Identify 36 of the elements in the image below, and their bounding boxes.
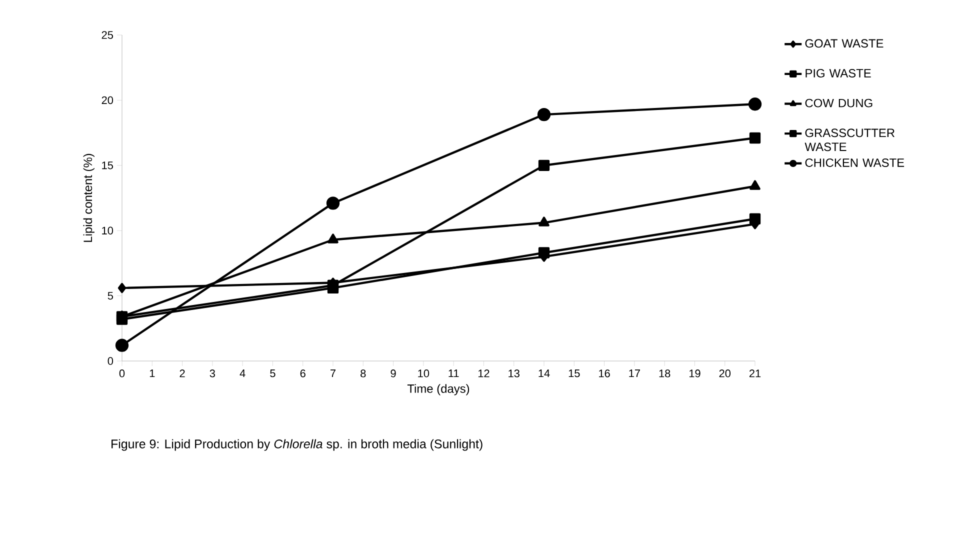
y-tick-label: 25 [102,31,114,39]
x-tick-label: 4 [240,370,246,378]
y-tick-label: 15 [102,162,114,170]
x-tick-label: 5 [270,370,276,378]
x-tick-label: 20 [719,370,731,378]
x-tick-label: 3 [210,370,215,378]
x-tick-label: 11 [448,370,459,378]
legend-label: CHICKEN WASTE [805,158,904,167]
x-tick-label: 2 [180,370,185,378]
x-tick-label: 17 [629,370,640,378]
x-tick-label: 21 [749,370,761,378]
x-tick-label: 18 [659,370,670,378]
x-tick-label: 8 [360,370,366,378]
y-tick-label: 0 [108,357,114,365]
x-tick-label: 14 [538,370,550,378]
x-tick-label: 15 [568,370,580,378]
x-tick-label: 6 [300,370,306,378]
x-tick-label: 19 [689,370,700,378]
y-tick-label: 20 [102,96,114,104]
x-tick-label: 9 [390,370,396,378]
x-axis-title: Time (days) [407,384,470,396]
caption: Figure 9: Lipid Production by Chlorella sp. in broth media (Sunlight) [112,439,482,451]
x-tick-label: 10 [418,370,430,378]
y-axis-title: Lipid content (%) [83,154,94,242]
legend-label: PIG WASTE [806,69,871,78]
legend-label: GRASSCUTTER WASTE [804,128,894,152]
y-tick-label: 5 [108,292,114,300]
x-tick-label: 7 [330,370,336,378]
x-tick-label: 0 [119,370,125,378]
x-tick-label: 16 [599,370,610,378]
x-tick-label: 12 [478,370,490,378]
legend-label: COW DUNG [805,98,872,108]
x-tick-label: 1 [150,370,155,378]
legend-label: GOAT WASTE [805,39,884,48]
x-tick-label: 13 [508,370,520,378]
y-tick-label: 10 [102,226,114,234]
